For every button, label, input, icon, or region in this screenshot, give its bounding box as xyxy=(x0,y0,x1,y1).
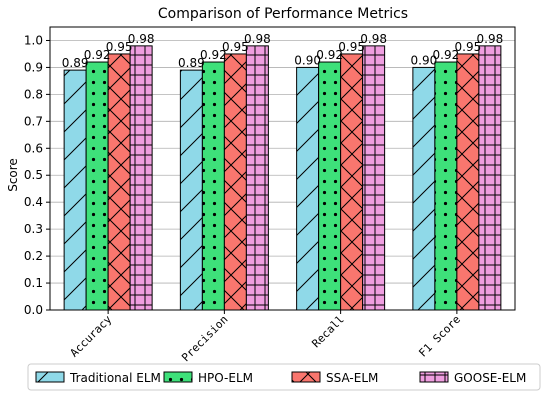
bar-value-label: 0.92 xyxy=(316,48,343,62)
bar xyxy=(340,53,364,311)
bar xyxy=(129,45,153,311)
bar-value-label: 0.95 xyxy=(106,40,133,54)
bar xyxy=(296,66,320,311)
x-tick-label: Recall xyxy=(309,313,346,350)
bar xyxy=(201,61,225,311)
bar xyxy=(478,45,502,311)
legend-label: SSA-ELM xyxy=(326,371,378,385)
bar xyxy=(223,53,247,311)
bar-value-label: 0.98 xyxy=(360,32,387,46)
bar xyxy=(412,66,436,311)
legend-label: HPO-ELM xyxy=(198,371,253,385)
bar-value-label: 0.95 xyxy=(455,40,482,54)
legend-swatch xyxy=(419,371,449,383)
y-tick-label: 0.6 xyxy=(24,141,43,155)
bar-value-label: 0.92 xyxy=(200,48,227,62)
bar-value-label: 0.98 xyxy=(128,32,155,46)
bar xyxy=(179,69,203,311)
y-tick-label: 0.4 xyxy=(24,195,43,209)
y-tick-label: 1.0 xyxy=(24,33,43,47)
y-tick-label: 0.9 xyxy=(24,60,43,74)
bar xyxy=(107,53,131,311)
legend-label: GOOSE-ELM xyxy=(454,371,526,385)
bar xyxy=(362,45,386,311)
bar-value-label: 0.90 xyxy=(294,53,321,67)
bar-value-label: 0.89 xyxy=(178,56,205,70)
bar-value-label: 0.95 xyxy=(338,40,365,54)
y-tick-label: 0.5 xyxy=(24,168,43,182)
y-axis-ticks: 0.0 0.1 0.2 0.3 0.4 0.5 0.6 0.7 0.8 0.9 1.0 xyxy=(24,33,50,317)
y-tick-label: 0.3 xyxy=(24,222,43,236)
legend-swatch xyxy=(291,371,321,383)
y-tick-label: 0.8 xyxy=(24,87,43,101)
x-tick-label: Accuracy xyxy=(68,313,115,360)
bar xyxy=(456,53,480,311)
bar xyxy=(63,69,87,311)
bar xyxy=(434,61,458,311)
legend-label: Traditional ELM xyxy=(69,371,161,385)
y-tick-label: 0.2 xyxy=(24,249,43,263)
x-tick-label: F1 Score xyxy=(416,313,463,360)
bar-value-label: 0.90 xyxy=(411,53,438,67)
data-labels: 0.890.920.950.980.890.920.950.980.900.92… xyxy=(62,32,503,70)
bar xyxy=(318,61,342,311)
plot-area-frame xyxy=(49,26,516,311)
x-axis-ticks: Accuracy Precision Recall F1 Score xyxy=(68,310,463,364)
x-tick-label: Precision xyxy=(179,313,230,364)
bar-value-label: 0.98 xyxy=(477,32,504,46)
y-axis-title: Score xyxy=(6,158,20,192)
bar-value-label: 0.92 xyxy=(84,48,111,62)
bar-value-label: 0.89 xyxy=(62,56,89,70)
bar-value-label: 0.95 xyxy=(222,40,249,54)
bar xyxy=(245,45,269,311)
chart-title: Comparison of Performance Metrics xyxy=(158,6,408,22)
legend-swatch xyxy=(35,371,65,383)
legend-swatch xyxy=(163,371,193,383)
bars xyxy=(63,45,502,311)
y-tick-label: 0.7 xyxy=(24,114,43,128)
legend: Traditional ELM HPO-ELM SSA-ELM GOOSE-ELM xyxy=(27,363,541,391)
bar xyxy=(85,61,109,311)
bar-value-label: 0.92 xyxy=(433,48,460,62)
y-tick-label: 0.1 xyxy=(24,276,43,290)
bar-value-label: 0.98 xyxy=(244,32,271,46)
legend-box xyxy=(27,363,541,391)
y-tick-label: 0.0 xyxy=(24,303,43,317)
